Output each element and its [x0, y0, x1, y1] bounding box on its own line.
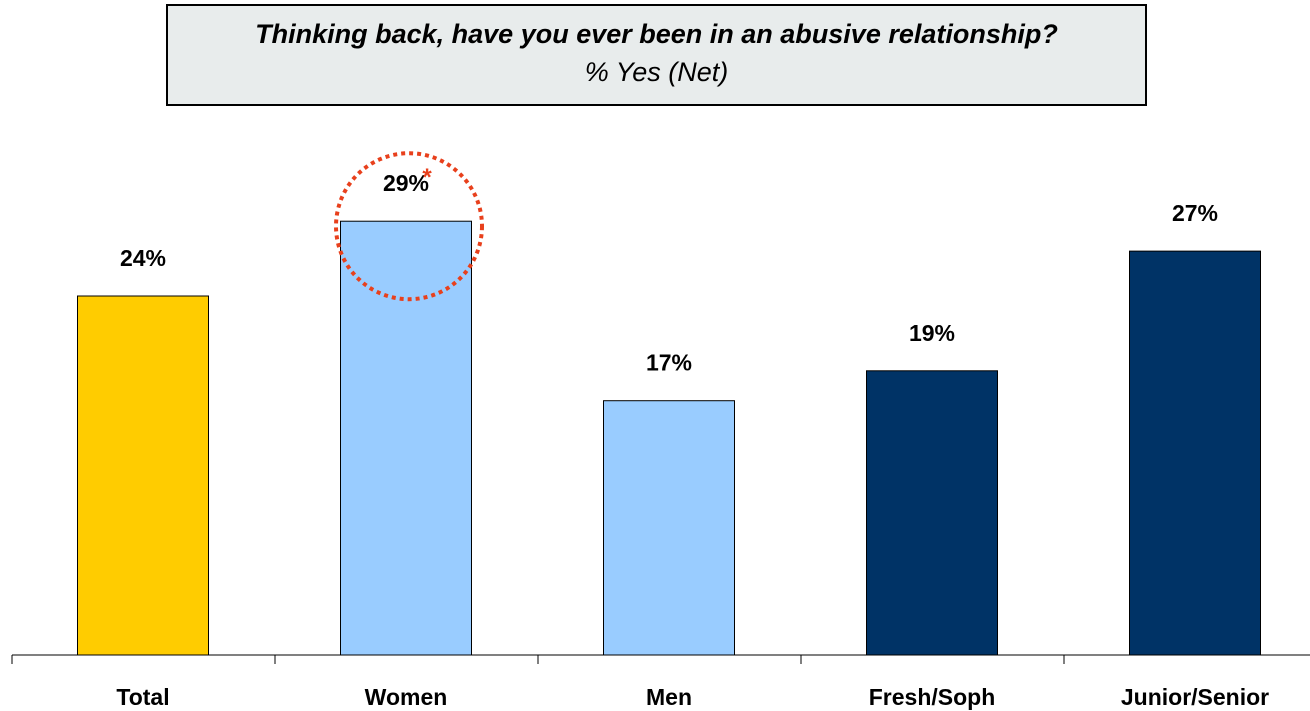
category-label: Total	[116, 684, 169, 710]
chart-title: Thinking back, have you ever been in an …	[255, 19, 1058, 49]
category-label: Fresh/Soph	[869, 684, 996, 710]
category-label: Men	[646, 684, 692, 710]
data-label: 17%	[646, 350, 692, 376]
chart-title-box: Thinking back, have you ever been in an …	[166, 4, 1147, 106]
category-label: Women	[365, 684, 448, 710]
data-label: 19%	[909, 320, 955, 346]
data-label: 24%	[120, 245, 166, 271]
bar-men	[603, 400, 735, 656]
bar-total	[77, 295, 209, 656]
chart-subtitle: % Yes (Net)	[584, 57, 729, 87]
data-label: 27%	[1172, 200, 1218, 226]
highlight-circle	[334, 151, 484, 302]
significance-marker: *	[422, 164, 432, 191]
category-label: Junior/Senior	[1121, 684, 1269, 710]
bar-fresh-soph	[866, 370, 998, 656]
bar-women	[340, 220, 472, 656]
data-label: 29%	[383, 170, 429, 196]
bar-junior-senior	[1129, 250, 1261, 656]
